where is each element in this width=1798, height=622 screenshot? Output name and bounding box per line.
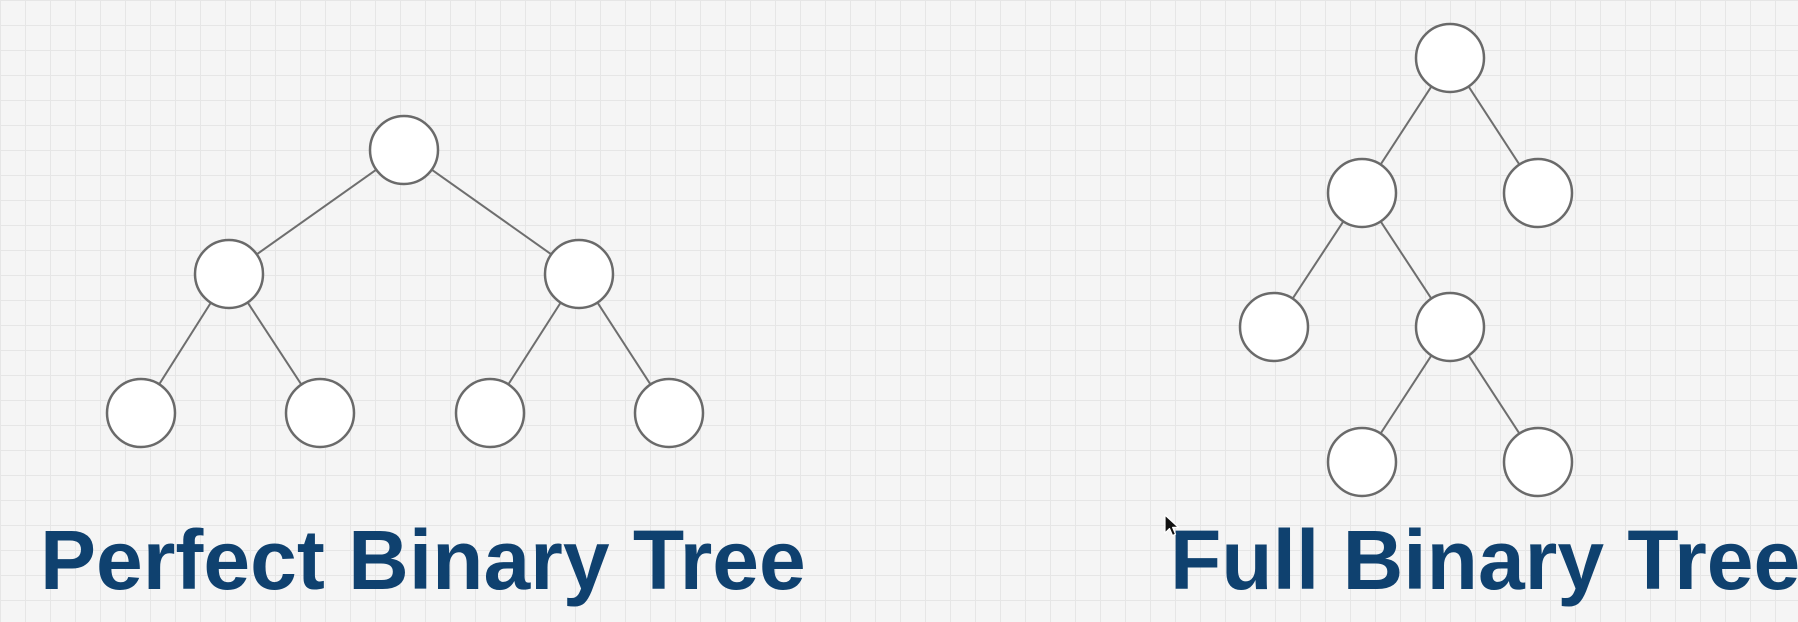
node-right — [543, 238, 615, 310]
mouse-pointer-icon — [1164, 514, 1180, 537]
node-root — [1414, 22, 1486, 94]
perfect-binary-tree — [105, 114, 705, 449]
node-left-right — [1414, 291, 1486, 363]
node-left-left — [1238, 291, 1310, 363]
edge-left-right-to-left-right-left — [1379, 354, 1433, 435]
node-left-right-right — [1502, 426, 1574, 498]
edge-root-to-right — [431, 168, 552, 256]
edge-left-to-left-right — [1379, 220, 1433, 300]
edge-root-to-left — [256, 168, 377, 256]
edge-right-to-right-right — [596, 301, 652, 386]
perfect-binary-tree-caption: Perfect Binary Tree — [40, 513, 806, 607]
node-left-left — [105, 377, 177, 449]
edge-root-to-right — [1467, 85, 1521, 166]
edge-right-to-right-left — [507, 302, 562, 385]
node-left — [1326, 157, 1398, 229]
node-right-left — [454, 377, 526, 449]
full-binary-tree-caption: Full Binary Tree — [1170, 513, 1798, 607]
full-binary-tree — [1238, 22, 1574, 498]
node-right — [1502, 157, 1574, 229]
node-right-right — [633, 377, 705, 449]
node-left — [193, 238, 265, 310]
node-left-right — [284, 377, 356, 449]
edge-root-to-left — [1379, 85, 1433, 166]
edge-left-to-left-left — [1291, 220, 1345, 300]
edge-left-to-left-left — [158, 302, 212, 385]
edge-left-to-left-right — [246, 301, 303, 386]
node-left-right-left — [1326, 426, 1398, 498]
edge-left-right-to-left-right-right — [1467, 354, 1521, 435]
node-root — [368, 114, 440, 186]
